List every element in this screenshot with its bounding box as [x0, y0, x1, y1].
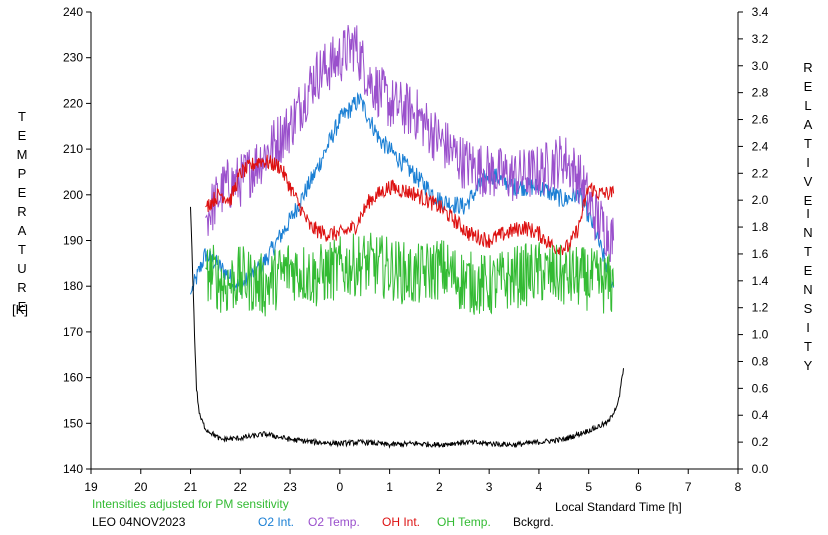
series-line-bckgrd — [190, 206, 624, 449]
left-y-tick-label: 190 — [63, 234, 83, 248]
left-y-tick-label: 220 — [63, 96, 83, 110]
left-axis-label: T E M P E R A T U R E — [16, 109, 28, 314]
right-y-tick-label: 2.6 — [752, 113, 769, 127]
right-y-tick-label: 3.2 — [752, 32, 769, 46]
left-y-tick-label: 170 — [63, 325, 83, 339]
x-tick-label: 6 — [635, 480, 642, 494]
left-y-tick-label: 140 — [63, 462, 83, 476]
left-y-tick-label: 180 — [63, 279, 83, 293]
x-tick-label: 7 — [685, 480, 692, 494]
right-y-tick-label: 1.4 — [752, 274, 769, 288]
right-y-ticks: 0.0 0.2 0.4 0.6 0.8 1.0 1.2 1.4 1.6 1.8 2.0 2.2 2.4 2… — [738, 5, 769, 476]
x-tick-label: 23 — [283, 480, 297, 494]
right-y-tick-label: 1.2 — [752, 301, 769, 315]
right-y-tick-label: 3.4 — [752, 5, 769, 19]
legend-item-oh-temp: OH Temp. — [437, 515, 491, 529]
x-tick-label: 0 — [337, 480, 344, 494]
station-date-label: LEO 04NOV2023 — [92, 515, 186, 529]
x-tick-label: 21 — [184, 480, 198, 494]
right-y-tick-label: 1.0 — [752, 328, 769, 342]
x-tick-label: 22 — [234, 480, 248, 494]
left-y-tick-label: 210 — [63, 142, 83, 156]
right-axis-label-intensity: I N T E N S I T Y — [803, 206, 813, 373]
right-y-tick-label: 1.8 — [752, 220, 769, 234]
right-y-tick-label: 0.6 — [752, 381, 769, 395]
right-y-tick-label: 0.4 — [752, 408, 769, 422]
left-y-tick-label: 160 — [63, 371, 83, 385]
right-y-tick-label: 0.0 — [752, 462, 769, 476]
pm-sensitivity-note: Intensities adjusted for PM sensitivity — [92, 497, 289, 511]
right-y-tick-label: 2.8 — [752, 86, 769, 100]
legend-item-oh-int: OH Int. — [382, 515, 421, 529]
left-axis-unit: [K] — [12, 302, 28, 317]
left-y-ticks: 140 150 160 170 180 190 200 210 220 230 240 — [63, 5, 91, 476]
legend-item-bckgrd: Bckgrd. — [513, 515, 554, 529]
legend-item-o2-temp: O2 Temp. — [308, 515, 360, 529]
right-y-tick-label: 3.0 — [752, 59, 769, 73]
right-y-tick-label: 2.0 — [752, 193, 769, 207]
x-axis-label: Local Standard Time [h] — [555, 500, 682, 514]
series-line-oh-int — [205, 154, 615, 256]
right-y-tick-label: 0.2 — [752, 435, 769, 449]
x-tick-label: 8 — [735, 480, 742, 494]
left-y-tick-label: 240 — [63, 5, 83, 19]
right-y-tick-label: 2.4 — [752, 139, 769, 153]
series-line-oh-temp — [205, 232, 615, 317]
x-tick-label: 20 — [134, 480, 148, 494]
x-tick-label: 19 — [84, 480, 98, 494]
left-y-tick-label: 200 — [63, 188, 83, 202]
x-tick-label: 1 — [386, 480, 393, 494]
plot-frame — [90, 12, 739, 470]
right-y-tick-label: 0.8 — [752, 354, 769, 368]
x-tick-label: 2 — [436, 480, 443, 494]
right-y-tick-label: 1.6 — [752, 247, 769, 261]
legend-item-o2-int: O2 Int. — [258, 515, 295, 529]
x-tick-label: 5 — [585, 480, 592, 494]
x-tick-label: 4 — [536, 480, 543, 494]
series-line-o2-temp — [205, 24, 615, 263]
right-axis-label-relative: R E L A T I V E — [803, 60, 813, 208]
series-layer — [190, 24, 624, 449]
left-y-tick-label: 150 — [63, 416, 83, 430]
x-ticks: 19 20 21 22 23 0 1 2 3 4 5 6 7 8 — [84, 469, 742, 494]
left-y-tick-label: 230 — [63, 51, 83, 65]
x-tick-label: 3 — [486, 480, 493, 494]
right-y-tick-label: 2.2 — [752, 166, 769, 180]
